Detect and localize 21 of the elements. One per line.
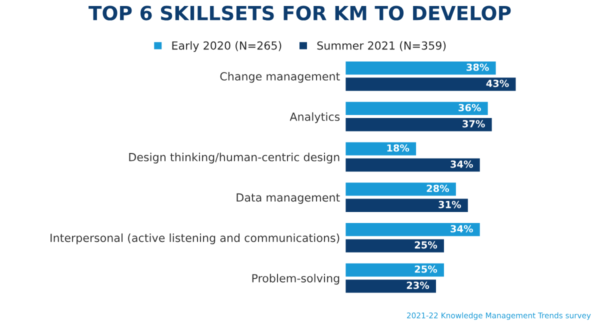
data-label: 36% [458,104,481,112]
y-tick-label: Problem-solving [252,274,340,285]
chart-title: TOP 6 SKILLSETS FOR KM TO DEVELOP [88,6,511,20]
data-label: 28% [426,184,450,192]
y-tick-label: Design thinking/human-centric design [129,152,340,164]
data-label: 38% [466,64,489,71]
y-tick-label: Analytics [290,112,340,124]
data-label: 18% [387,144,410,152]
data-label: 34% [450,160,473,168]
legend-label: Summer 2021 (N=359) [317,41,446,52]
data-label: 37% [462,120,485,128]
data-label: 25% [414,241,438,249]
data-label: 31% [438,200,461,208]
y-tick-label: Change management [220,72,340,83]
data-label: 34% [450,225,473,232]
data-label: 25% [414,265,438,273]
y-tick-label: Data management [236,193,340,204]
data-label: 23% [406,282,430,289]
data-label: 43% [486,80,509,88]
legend-label: Early 2020 (N=265) [172,41,282,52]
y-tick-label: Interpersonal (active listening and communications) [50,233,340,244]
